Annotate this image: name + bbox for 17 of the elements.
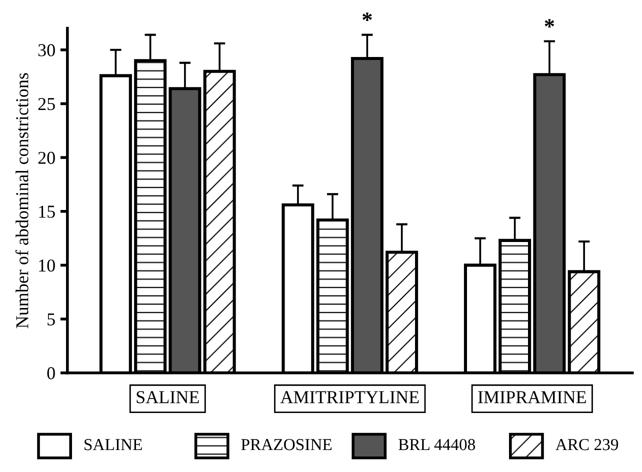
y-tick-label: 25 [38, 98, 55, 110]
y-axis-title: Number of abdominal constrictions [15, 73, 28, 328]
y-tick-label: 5 [48, 313, 55, 326]
y-tick-label: 10 [39, 259, 55, 272]
legend-label: SALINE [84, 439, 142, 450]
text: * [362, 12, 372, 21]
x-tick-label: SALINE [136, 391, 199, 404]
y-tick-label: 20 [38, 152, 55, 164]
y-tick-label: 30 [38, 44, 55, 56]
x-tick-label: AMITRIPTYLINE [280, 391, 419, 404]
legend-label: BRL 44408 [398, 438, 476, 450]
y-tick-label: 15 [39, 206, 55, 218]
legend-label: ARC 239 [555, 439, 618, 450]
y-tick-label: 0 [47, 367, 55, 380]
text: * [544, 19, 554, 28]
legend-label: PRAZOSINE [241, 439, 332, 450]
x-tick-label: IMIPRAMINE [478, 391, 586, 404]
